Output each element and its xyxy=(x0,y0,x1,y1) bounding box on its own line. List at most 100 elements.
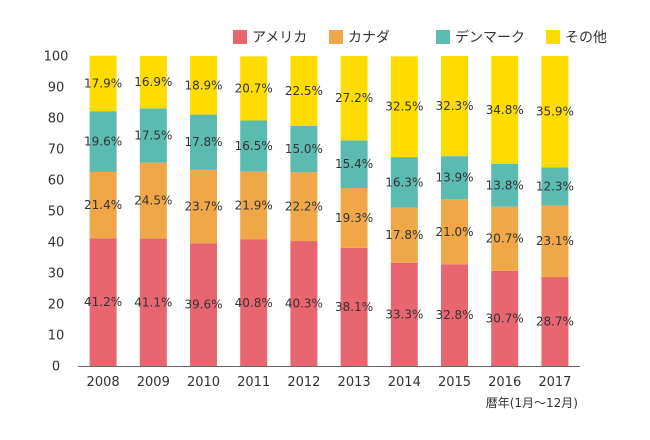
data-label: 35.9% xyxy=(536,105,574,119)
bar-segment xyxy=(240,120,268,172)
data-label: 13.8% xyxy=(486,178,524,192)
legend: アメリカ カナダ デンマーク その他 xyxy=(233,29,607,46)
data-label: 32.3% xyxy=(435,99,473,113)
bar-segment xyxy=(139,108,167,163)
legend-label: デンマーク xyxy=(455,29,525,46)
data-label: 38.1% xyxy=(335,300,373,314)
data-label: 30.7% xyxy=(486,311,524,325)
bar-segment xyxy=(541,56,569,168)
y-tick-label: 20 xyxy=(48,298,65,313)
x-axis: 2008 2009 2010 2011 2012 2013 2014 2015 2016 2017 xyxy=(78,366,580,390)
bar-segment xyxy=(491,56,519,164)
data-label: 32.8% xyxy=(435,308,473,322)
bar-segment xyxy=(491,206,519,271)
data-label: 21.9% xyxy=(235,199,273,213)
data-label: 33.3% xyxy=(385,307,423,321)
data-label: 23.7% xyxy=(184,200,222,214)
bar-segment xyxy=(441,56,468,157)
data-label: 32.5% xyxy=(385,100,423,114)
bar-segment xyxy=(541,167,569,206)
bars xyxy=(89,55,569,366)
data-label: 40.3% xyxy=(285,297,323,311)
data-label: 16.9% xyxy=(134,75,172,89)
legend-swatch xyxy=(436,30,450,44)
bar-segment xyxy=(290,241,318,366)
data-label: 16.3% xyxy=(385,175,423,189)
data-label: 27.2% xyxy=(335,91,373,105)
x-tick-label: 2010 xyxy=(187,375,220,390)
data-labels: 41.2% 21.4% 19.6% 17.9% 41.1% 24.5% 17.5% 16.9%… xyxy=(84,75,574,328)
bar-segment xyxy=(340,56,368,141)
data-label: 15.0% xyxy=(285,142,323,156)
y-tick-label: 40 xyxy=(48,236,65,251)
data-label: 19.3% xyxy=(335,211,373,225)
data-label: 18.9% xyxy=(184,78,222,92)
bar-segment xyxy=(441,199,468,265)
bar-segment xyxy=(190,169,217,244)
bar-segment xyxy=(390,262,418,366)
y-tick-label: 90 xyxy=(48,81,65,96)
bar-segment xyxy=(240,239,268,366)
bar-segment xyxy=(441,156,468,200)
bar-segment xyxy=(491,270,519,366)
legend-label: カナダ xyxy=(348,30,390,46)
bar-segment xyxy=(139,162,167,239)
y-tick-label: 60 xyxy=(48,174,65,189)
y-tick-label: 100 xyxy=(44,50,69,65)
bar-segment xyxy=(240,56,268,121)
bar-segment xyxy=(240,171,268,240)
data-label: 22.5% xyxy=(285,84,323,98)
y-tick-label: 50 xyxy=(48,205,65,220)
data-label: 13.9% xyxy=(435,171,473,185)
data-label: 17.8% xyxy=(385,228,423,242)
legend-swatch xyxy=(329,30,343,44)
x-axis-note: 暦年(1月～12月) xyxy=(486,396,578,410)
bar-segment xyxy=(541,277,569,366)
bar-segment xyxy=(89,171,117,239)
y-tick-label: 30 xyxy=(48,267,65,282)
y-tick-label: 70 xyxy=(48,143,65,158)
bar-segment xyxy=(290,125,318,173)
y-tick-label: 10 xyxy=(48,329,65,344)
bar-segment xyxy=(290,56,318,126)
bar-segment xyxy=(390,56,418,158)
data-label: 40.8% xyxy=(235,296,273,310)
bar-segment xyxy=(290,172,318,242)
bar-segment xyxy=(340,247,368,366)
data-label: 21.0% xyxy=(435,225,473,239)
data-label: 16.5% xyxy=(235,139,273,153)
data-label: 17.9% xyxy=(84,76,122,90)
legend-swatch xyxy=(233,30,247,44)
bar-segment xyxy=(89,238,117,366)
y-tick-label: 80 xyxy=(48,112,65,127)
data-label: 17.8% xyxy=(184,135,222,149)
legend-swatch xyxy=(546,30,560,44)
x-tick-label: 2009 xyxy=(137,375,170,390)
x-tick-label: 2008 xyxy=(87,375,120,390)
legend-label: アメリカ xyxy=(252,30,307,46)
data-label: 21.4% xyxy=(84,198,122,212)
bar-segment xyxy=(390,157,418,208)
data-label: 20.7% xyxy=(235,81,273,95)
y-axis: 0 10 20 30 40 50 60 70 80 90 100 xyxy=(44,50,69,375)
data-label: 41.1% xyxy=(134,295,172,309)
data-label: 22.2% xyxy=(285,200,323,214)
x-tick-label: 2013 xyxy=(338,375,371,390)
bar-segment xyxy=(340,140,368,189)
data-label: 28.7% xyxy=(536,315,574,329)
data-label: 39.6% xyxy=(184,298,222,312)
bar-segment xyxy=(190,243,217,366)
data-label: 23.1% xyxy=(536,234,574,248)
bar-segment xyxy=(190,114,217,170)
bar-segment xyxy=(441,264,468,366)
bar-segment xyxy=(89,55,117,112)
data-label: 12.3% xyxy=(536,179,574,193)
bar-segment xyxy=(89,111,117,172)
data-label: 17.5% xyxy=(134,129,172,143)
x-tick-label: 2015 xyxy=(438,375,471,390)
bar-segment xyxy=(190,56,217,115)
data-label: 19.6% xyxy=(84,135,122,149)
data-label: 24.5% xyxy=(134,194,172,208)
x-tick-label: 2012 xyxy=(287,375,320,390)
